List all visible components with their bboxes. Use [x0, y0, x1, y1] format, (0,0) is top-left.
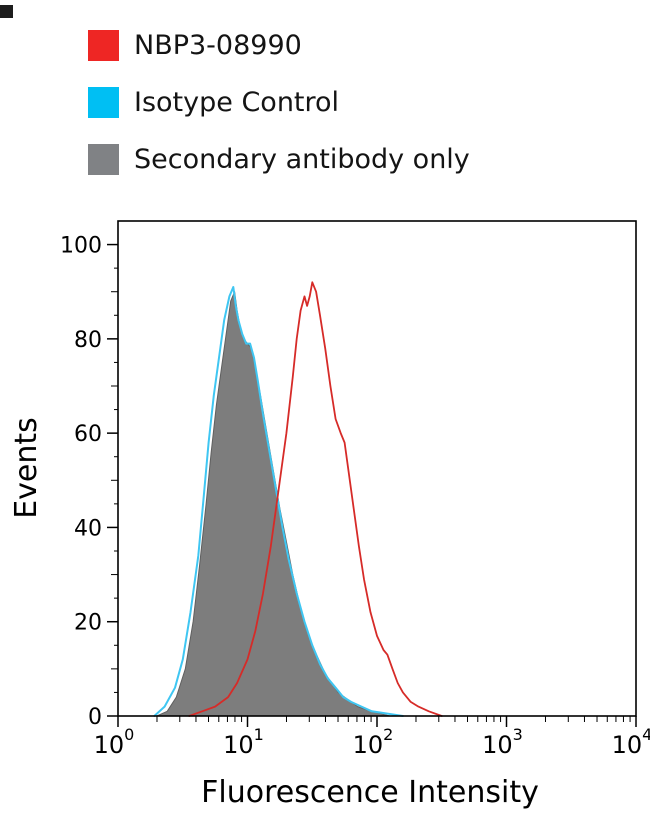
- legend: NBP3-08990 Isotype Control Secondary ant…: [0, 0, 650, 175]
- series-nbp3-08990: [188, 281, 443, 717]
- y-tick-label: 80: [74, 328, 102, 353]
- legend-label-isotype-control: Isotype Control: [134, 87, 340, 118]
- y-tick-label: 0: [88, 705, 102, 730]
- y-tick-label: 40: [74, 516, 102, 541]
- x-tick-label: 101: [223, 725, 264, 759]
- x-tick-label: 103: [482, 725, 523, 759]
- y-axis-label: Events: [9, 417, 44, 519]
- y-tick-label: 20: [74, 611, 102, 636]
- x-tick-label: 104: [612, 725, 650, 759]
- legend-swatch-red: [88, 30, 119, 61]
- legend-swatch-cyan: [88, 87, 119, 118]
- legend-item-nbp3-08990: NBP3-08990: [88, 30, 650, 61]
- corner-mark: [0, 5, 13, 18]
- legend-label-secondary-antibody: Secondary antibody only: [134, 144, 470, 175]
- series-isotype-control: [153, 286, 404, 717]
- y-tick-label: 60: [74, 422, 102, 447]
- plot-area: 100 101 102 103 104 0 20 40 60 80 100: [60, 220, 650, 759]
- flow-cytometry-histogram: 100 101 102 103 104 0 20 40 60 80 100 Events Fluor…: [9, 220, 650, 810]
- legend-label-nbp3-08990: NBP3-08990: [134, 30, 302, 61]
- legend-swatch-gray: [88, 144, 119, 175]
- x-tick-label: 100: [94, 725, 135, 759]
- y-tick-label: 100: [60, 234, 102, 259]
- x-axis-label: Fluorescence Intensity: [201, 775, 539, 810]
- legend-item-secondary-antibody: Secondary antibody only: [88, 144, 650, 175]
- series-secondary-antibody-only: [156, 291, 391, 717]
- legend-item-isotype-control: Isotype Control: [88, 87, 650, 118]
- x-tick-label: 102: [353, 725, 394, 759]
